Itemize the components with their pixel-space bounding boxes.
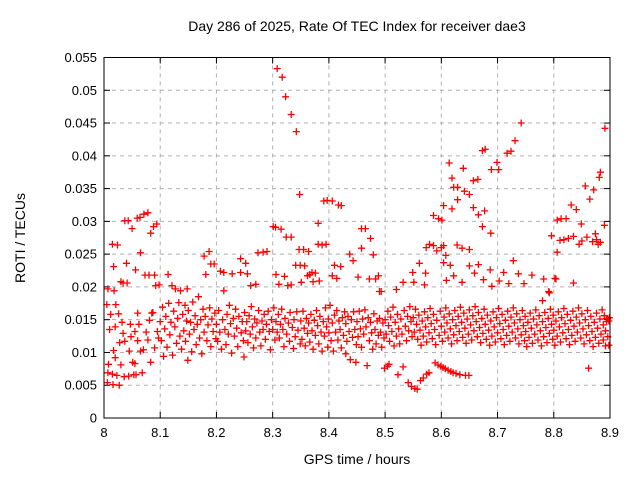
y-tick-label: 0.055 xyxy=(64,50,97,65)
y-tick-label: 0.03 xyxy=(72,214,97,229)
x-tick-label: 8.5 xyxy=(376,425,394,440)
y-tick-label: 0 xyxy=(90,411,97,426)
y-axis-label: ROTI / TECUs xyxy=(12,193,28,283)
x-tick-label: 8.1 xyxy=(151,425,169,440)
x-tick-label: 8.8 xyxy=(545,425,563,440)
x-tick-label: 8.2 xyxy=(207,425,225,440)
x-axis-label: GPS time / hours xyxy=(304,451,411,467)
x-tick-label: 8 xyxy=(100,425,107,440)
y-tick-labels: 0 0.005 0.01 0.015 0.02 0.025 0.03 0.035 0.04 0.0… xyxy=(64,50,97,426)
y-tick-label: 0.005 xyxy=(64,378,97,393)
y-tick-label: 0.05 xyxy=(72,83,97,98)
scatter-plus-markers xyxy=(103,65,613,393)
y-tick-label: 0.02 xyxy=(72,279,97,294)
gridlines xyxy=(104,57,610,418)
data-points xyxy=(103,65,613,393)
y-tick-label: 0.025 xyxy=(64,247,97,262)
x-tick-label: 8.7 xyxy=(489,425,507,440)
x-tick-label: 8.6 xyxy=(432,425,450,440)
y-tick-label: 0.045 xyxy=(64,116,97,131)
chart-title: Day 286 of 2025, Rate Of TEC Index for r… xyxy=(188,18,526,34)
x-tick-labels: 8 8.1 8.2 8.3 8.4 8.5 8.6 8.7 8.8 8.9 xyxy=(100,425,619,440)
y-tick-label: 0.015 xyxy=(64,312,97,327)
x-tick-label: 8.9 xyxy=(601,425,619,440)
y-tick-label: 0.035 xyxy=(64,181,97,196)
x-tick-label: 8.4 xyxy=(320,425,338,440)
x-tick-label: 8.3 xyxy=(264,425,282,440)
y-tick-label: 0.04 xyxy=(72,148,97,163)
axis-ticks xyxy=(103,57,611,419)
plot-border xyxy=(103,57,611,419)
y-tick-label: 0.01 xyxy=(72,345,97,360)
